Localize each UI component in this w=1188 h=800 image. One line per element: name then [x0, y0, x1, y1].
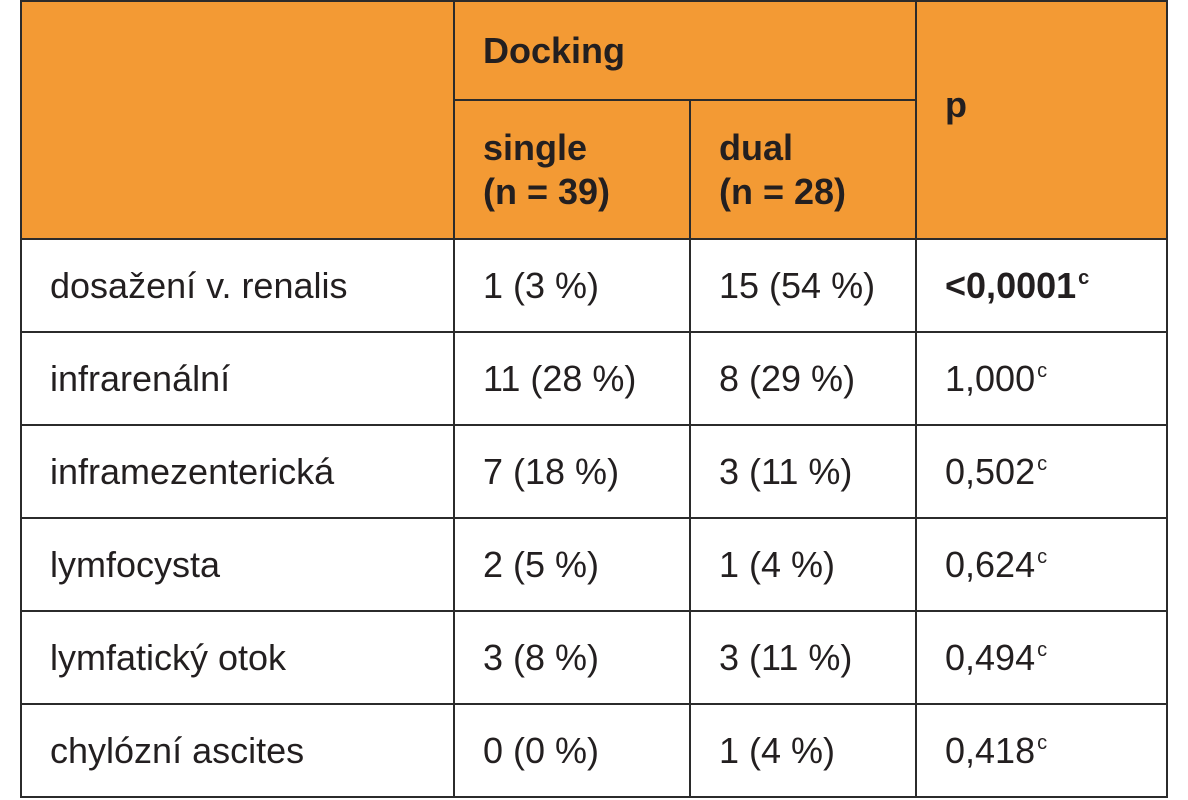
- header-single-label: single: [483, 126, 588, 168]
- p-footnote: c: [1078, 266, 1090, 289]
- p-footnote: c: [1037, 545, 1048, 568]
- header-docking: Docking: [452, 0, 918, 101]
- table-body: dosažení v. renalis 1 (3 %) 15 (54 %) <0…: [20, 238, 1169, 798]
- row-label: infrarenální: [20, 331, 455, 426]
- row-dual: 15 (54 %): [688, 238, 918, 333]
- row-single: 1 (3 %): [453, 238, 691, 333]
- row-dual: 3 (11 %): [688, 424, 918, 519]
- table-row: inframezenterická 7 (18 %) 3 (11 %) 0,50…: [20, 424, 1169, 519]
- header-row-1: Docking p: [20, 0, 1169, 240]
- p-value: 1,000: [945, 357, 1036, 399]
- row-label: lymfocysta: [20, 517, 455, 612]
- row-single: 3 (8 %): [453, 610, 691, 705]
- row-label: inframezenterická: [20, 424, 455, 519]
- table-row: dosažení v. renalis 1 (3 %) 15 (54 %) <0…: [20, 238, 1169, 333]
- row-single: 11 (28 %): [453, 331, 691, 426]
- row-label: dosažení v. renalis: [20, 238, 455, 333]
- row-single: 0 (0 %): [453, 703, 691, 798]
- p-value: 0,494: [945, 636, 1036, 678]
- row-p: 0,494 c: [915, 610, 1169, 705]
- row-dual: 8 (29 %): [688, 331, 918, 426]
- header-dual-n: (n = 28): [719, 170, 847, 212]
- table-row: infrarenální 11 (28 %) 8 (29 %) 1,000 c: [20, 331, 1169, 426]
- header-row-2: single (n = 39) dual (n = 28): [21, 99, 1167, 240]
- row-dual: 1 (4 %): [688, 703, 918, 798]
- p-value: 0,624: [945, 543, 1036, 585]
- row-p: <0,0001 c: [915, 238, 1169, 333]
- p-footnote: c: [1037, 452, 1048, 475]
- table-header: Docking p single (n = 39) dual (n = 28): [20, 0, 1169, 240]
- p-value: 0,502: [945, 450, 1036, 492]
- p-footnote: c: [1037, 359, 1048, 382]
- p-footnote: c: [1037, 731, 1048, 754]
- table-row: chylózní ascites 0 (0 %) 1 (4 %) 0,418 c: [20, 703, 1169, 798]
- header-empty-cell: [20, 0, 455, 240]
- results-table: Docking p single (n = 39) dual (n = 28) …: [20, 0, 1169, 798]
- row-single: 7 (18 %): [453, 424, 691, 519]
- row-dual: 3 (11 %): [688, 610, 918, 705]
- p-footnote: c: [1037, 638, 1048, 661]
- row-dual: 1 (4 %): [688, 517, 918, 612]
- header-dual-label: dual: [719, 126, 794, 168]
- table-row: lymfatický otok 3 (8 %) 3 (11 %) 0,494 c: [20, 610, 1169, 705]
- row-label: chylózní ascites: [20, 703, 455, 798]
- p-value: 0,418: [945, 729, 1036, 771]
- table-row: lymfocysta 2 (5 %) 1 (4 %) 0,624 c: [20, 517, 1169, 612]
- header-dual: dual (n = 28): [688, 99, 918, 240]
- row-single: 2 (5 %): [453, 517, 691, 612]
- row-p: 0,624 c: [915, 517, 1169, 612]
- row-p: 0,418 c: [915, 703, 1169, 798]
- row-p: 1,000 c: [915, 331, 1169, 426]
- header-single: single (n = 39): [453, 99, 691, 240]
- header-single-n: (n = 39): [483, 170, 611, 212]
- header-p: p: [915, 0, 1169, 240]
- row-p: 0,502 c: [915, 424, 1169, 519]
- row-label: lymfatický otok: [20, 610, 455, 705]
- p-value: <0,0001: [945, 264, 1077, 306]
